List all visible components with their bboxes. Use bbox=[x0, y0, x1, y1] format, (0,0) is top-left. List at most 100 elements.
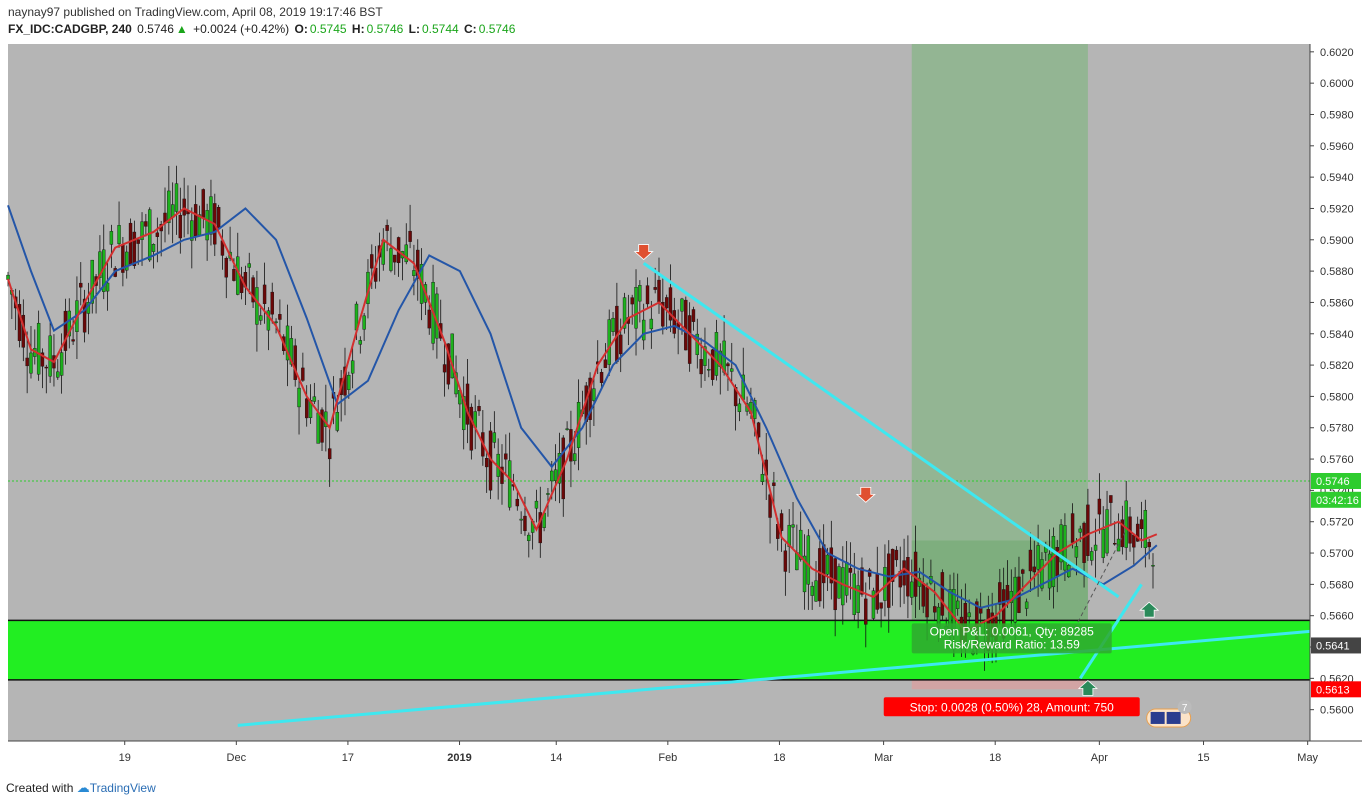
candle-body bbox=[710, 349, 715, 380]
candle-body bbox=[316, 412, 320, 444]
arrow-up-icon bbox=[1077, 679, 1098, 696]
candle-body bbox=[1124, 500, 1128, 548]
candle-body bbox=[362, 315, 366, 330]
candle-body bbox=[860, 567, 864, 595]
price-tag-level bbox=[1311, 637, 1361, 654]
candle-body bbox=[967, 612, 971, 618]
candle-body bbox=[128, 222, 133, 265]
candle-body bbox=[48, 335, 52, 377]
x-tick-label: Dec bbox=[227, 752, 247, 764]
candle-body bbox=[1040, 559, 1044, 589]
candle-body bbox=[1021, 569, 1025, 574]
candle-body bbox=[205, 210, 209, 241]
position-info-box bbox=[911, 623, 1112, 654]
x-tick-label: Feb bbox=[658, 752, 677, 764]
stop-info-box bbox=[883, 697, 1140, 717]
candle-body bbox=[320, 409, 324, 443]
trendline-0 bbox=[642, 262, 1120, 599]
candle-body bbox=[304, 398, 309, 419]
y-tick-label: 0.5980 bbox=[1320, 109, 1354, 121]
candle-body bbox=[1151, 565, 1155, 567]
x-tick-label: 18 bbox=[989, 752, 1001, 764]
candle-body bbox=[538, 512, 542, 544]
price-tag-text: 03:42:16 bbox=[1316, 495, 1359, 507]
tradingview-brand[interactable]: TradingView bbox=[89, 781, 156, 795]
symbol-label: FX_IDC:CADGBP, 240 bbox=[8, 22, 132, 36]
candle-body bbox=[469, 406, 474, 451]
candle-body bbox=[737, 403, 742, 412]
candle-body bbox=[814, 580, 818, 602]
candle-body bbox=[1109, 495, 1113, 503]
candle-body bbox=[527, 534, 531, 541]
candle-body bbox=[1143, 510, 1148, 548]
candle-body bbox=[90, 259, 94, 304]
candle-body bbox=[224, 258, 228, 278]
candle-body bbox=[955, 600, 960, 609]
candle-body bbox=[350, 360, 355, 374]
price-tag-countdown bbox=[1311, 491, 1361, 508]
slow-moving-average bbox=[7, 204, 1158, 609]
candle-body bbox=[691, 309, 696, 322]
candle-body bbox=[726, 363, 730, 367]
candle-body bbox=[446, 343, 451, 385]
price-change: +0.0024 (+0.42%) bbox=[193, 22, 290, 36]
candle-body bbox=[408, 230, 412, 242]
y-tick-label: 0.5880 bbox=[1320, 266, 1354, 278]
candle-body bbox=[297, 387, 301, 408]
y-tick-label: 0.6020 bbox=[1320, 47, 1354, 59]
x-tick-label: 2019 bbox=[447, 752, 471, 764]
price-tag-text: 0.5746 bbox=[1316, 476, 1350, 488]
candle-body bbox=[550, 470, 554, 482]
candle-body bbox=[913, 551, 918, 597]
y-tick-label: 0.5960 bbox=[1320, 141, 1354, 153]
candle-body bbox=[293, 345, 297, 380]
candle-body bbox=[209, 196, 213, 235]
candle-body bbox=[910, 581, 914, 598]
candle-body bbox=[906, 556, 910, 597]
candle-body bbox=[1135, 523, 1140, 542]
candle-body bbox=[844, 561, 849, 596]
candle-body bbox=[856, 585, 860, 613]
candle-body bbox=[668, 287, 673, 321]
candle-body bbox=[98, 251, 102, 278]
candle-body bbox=[1090, 551, 1094, 561]
up-arrow-icon: ▲ bbox=[175, 22, 188, 36]
candle-body bbox=[1009, 591, 1014, 603]
x-tick-label: 15 bbox=[1197, 752, 1209, 764]
candle-body bbox=[416, 249, 420, 279]
candle-body bbox=[1059, 524, 1063, 563]
x-tick-label: Apr bbox=[1091, 752, 1108, 764]
candle-body bbox=[519, 518, 523, 521]
candle-body bbox=[515, 498, 520, 507]
events-count: 7 bbox=[1182, 703, 1188, 714]
price-tag-text: 0.5641 bbox=[1316, 640, 1350, 652]
candle-body bbox=[285, 325, 290, 361]
candle-body bbox=[63, 310, 68, 351]
candle-body bbox=[867, 569, 872, 577]
candle-body bbox=[619, 334, 623, 355]
candle-body bbox=[266, 310, 271, 331]
candle-body bbox=[599, 371, 604, 383]
candle-body bbox=[810, 585, 814, 596]
candle-body bbox=[450, 333, 454, 379]
x-tick-label: May bbox=[1297, 752, 1318, 764]
candles bbox=[6, 165, 1155, 671]
candle-body bbox=[798, 529, 803, 560]
candle-body bbox=[664, 297, 669, 309]
candle-body bbox=[821, 544, 826, 584]
y-tick-label: 0.5600 bbox=[1320, 705, 1354, 717]
events-count-circle bbox=[1177, 699, 1192, 714]
price-tag-last bbox=[1311, 472, 1361, 489]
candle-body bbox=[56, 371, 60, 378]
candle-body bbox=[117, 225, 121, 244]
y-tick-label: 0.5780 bbox=[1320, 423, 1354, 435]
publisher-name[interactable]: naynay97 bbox=[8, 5, 61, 19]
candle-body bbox=[802, 555, 807, 593]
footer: Created with ☁TradingView bbox=[6, 780, 156, 796]
candle-body bbox=[442, 364, 447, 373]
open-pl-label: Open P&L: 0.0061, Qty: 89285 bbox=[930, 624, 1094, 638]
candle-body bbox=[190, 220, 194, 241]
candle-body bbox=[1032, 566, 1036, 573]
candle-body bbox=[768, 494, 772, 518]
